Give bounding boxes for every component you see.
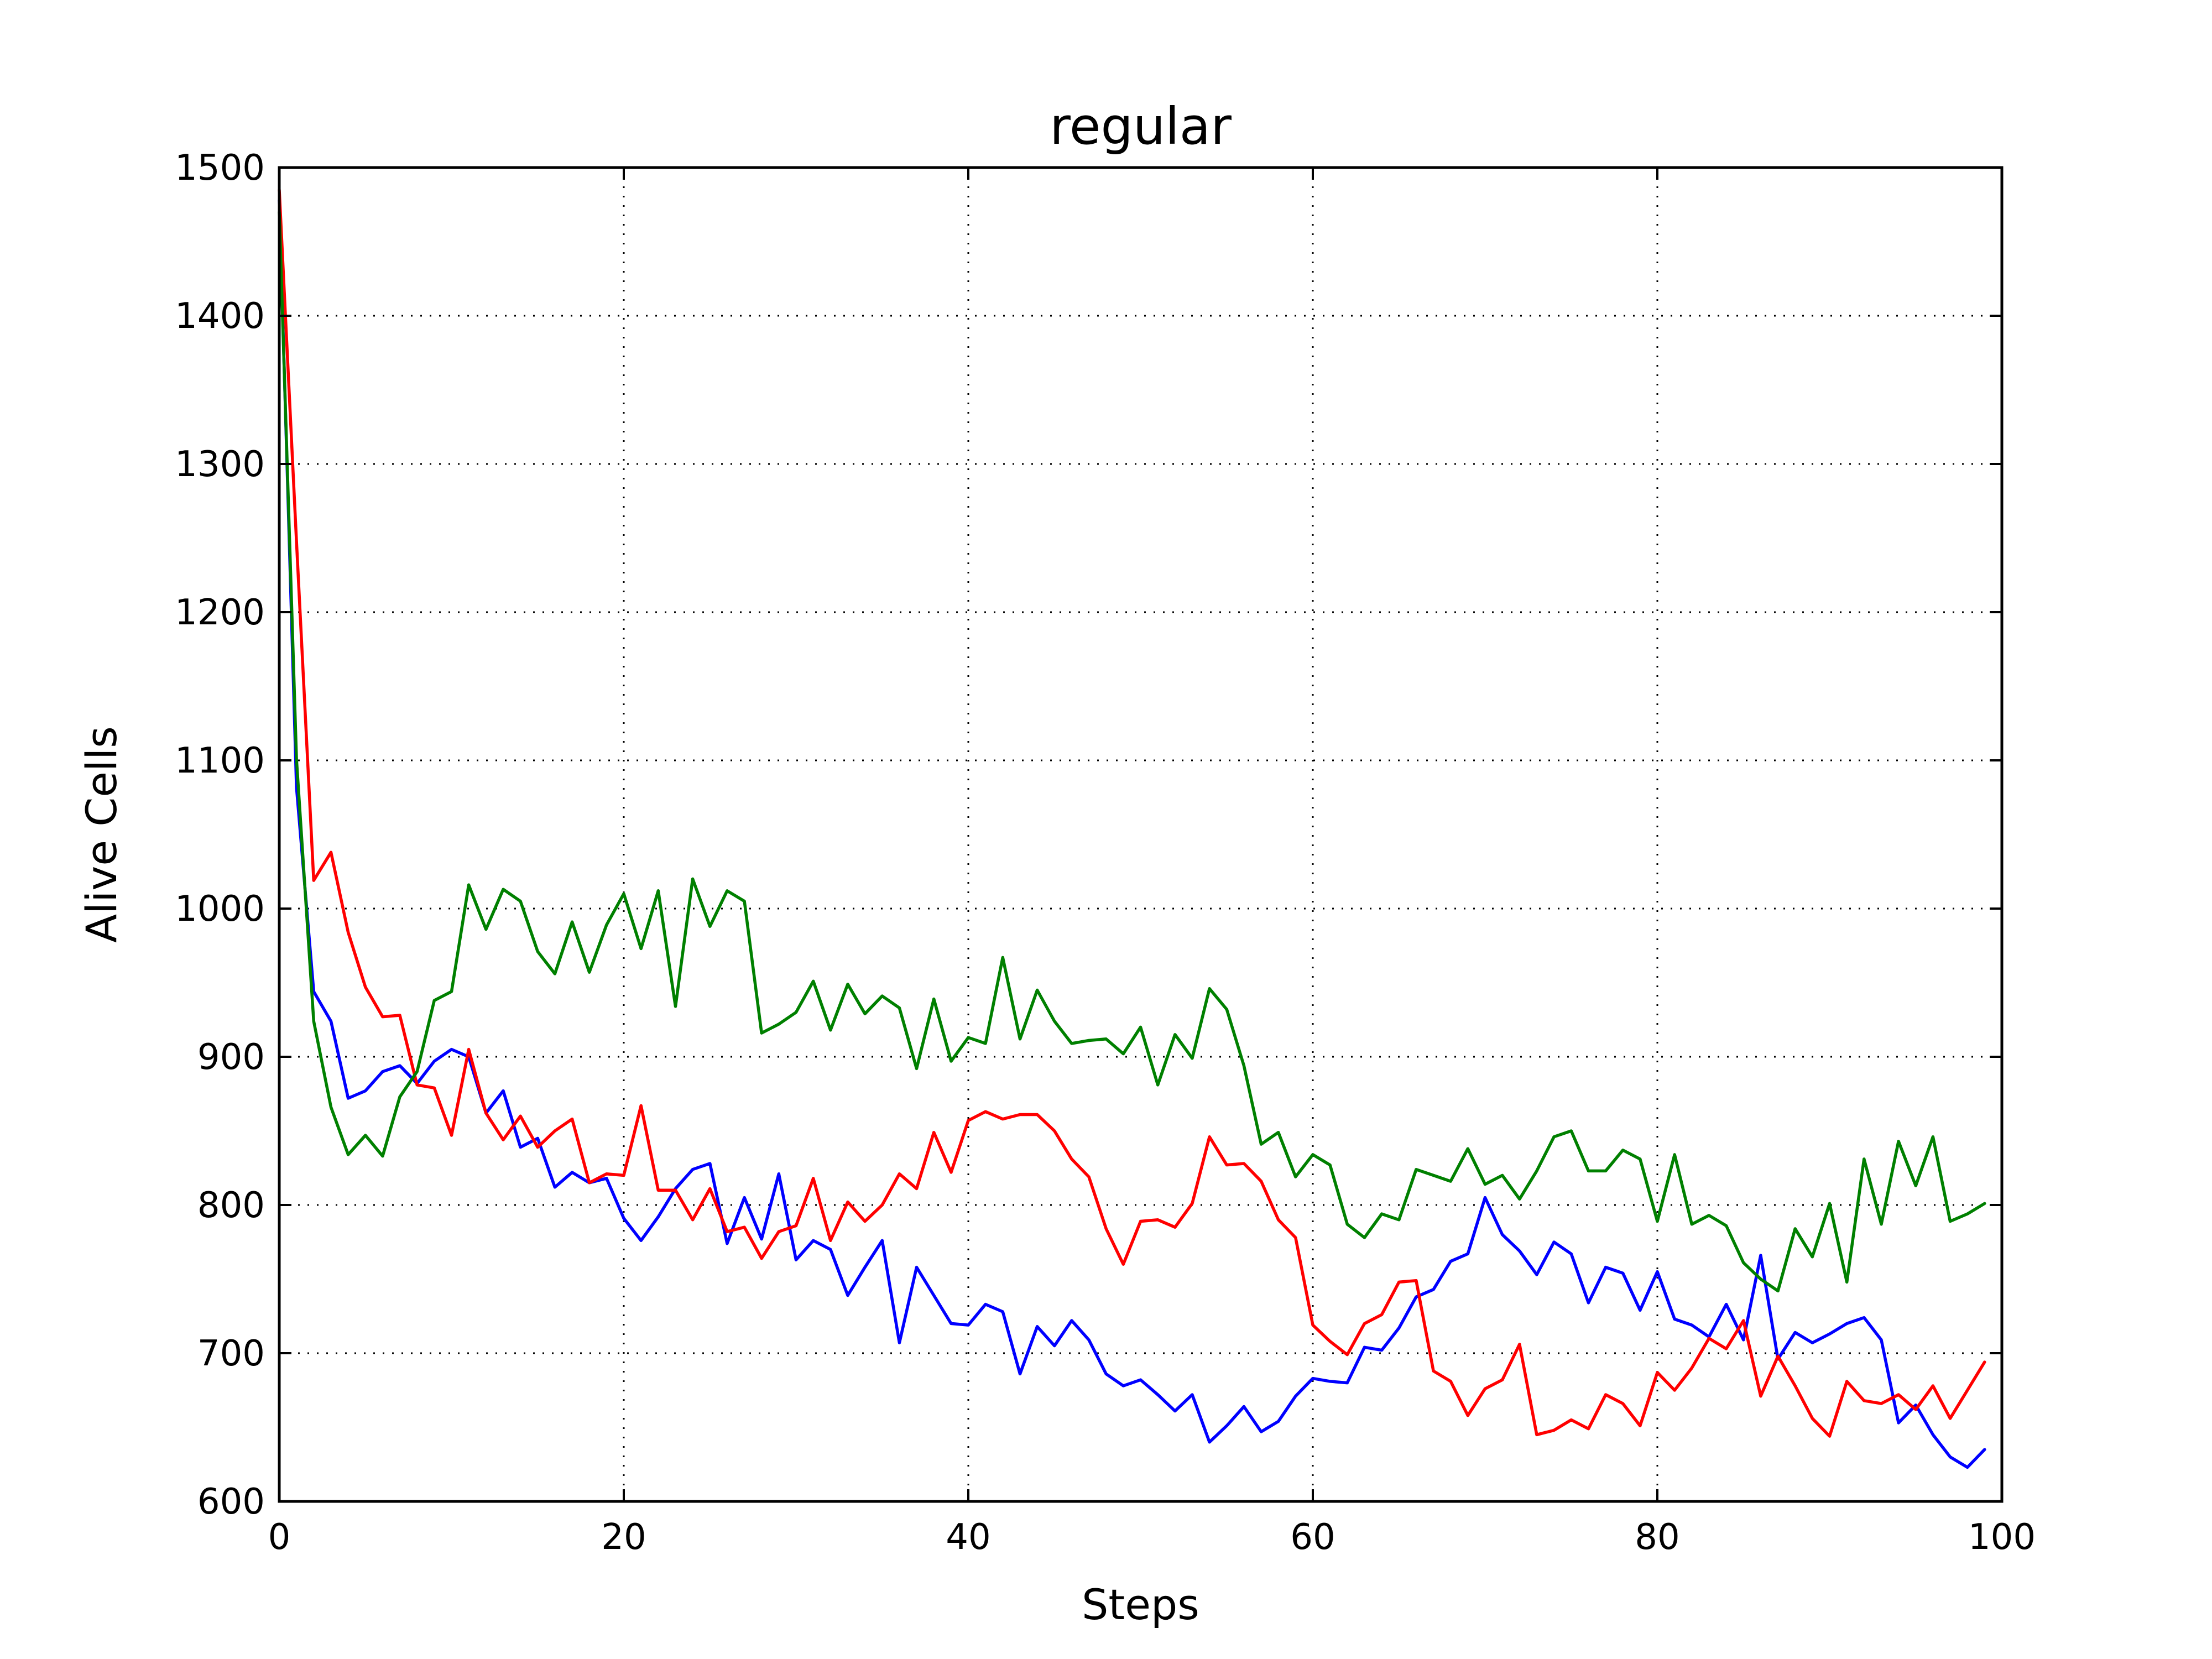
y-axis-label: Alive Cells [77,726,126,943]
series-line-3 [278,210,1986,1293]
y-tick-labels: 600 700 800 900 1000 1100 1200 1300 1400 1500 [175,148,265,1522]
y-tick-label: 1200 [175,592,265,633]
y-tick-label: 900 [197,1037,265,1078]
axis-ticks [278,166,2003,1503]
series-line-1 [278,199,1986,1469]
x-axis-label: Steps [1082,1580,1199,1629]
x-tick-label: 20 [601,1517,646,1558]
y-tick-label: 1000 [175,889,265,930]
series-line-2 [278,188,1986,1438]
y-tick-label: 700 [197,1333,265,1374]
y-tick-label: 600 [197,1481,265,1522]
x-tick-label: 80 [1635,1517,1679,1558]
y-tick-label: 1400 [175,296,265,337]
x-tick-label: 0 [268,1517,291,1558]
x-tick-label: 100 [1968,1517,2036,1558]
y-tick-label: 1300 [175,444,265,485]
x-tick-labels: 0 20 40 60 80 100 [268,1517,2036,1558]
series-lines [278,188,1986,1469]
y-tick-label: 1500 [175,148,265,189]
y-tick-label: 1100 [175,740,265,781]
plot-frame [278,166,2004,1503]
y-tick-label: 800 [197,1185,265,1226]
x-tick-label: 40 [946,1517,990,1558]
chart-title: regular [1050,97,1232,156]
x-tick-label: 60 [1290,1517,1335,1558]
